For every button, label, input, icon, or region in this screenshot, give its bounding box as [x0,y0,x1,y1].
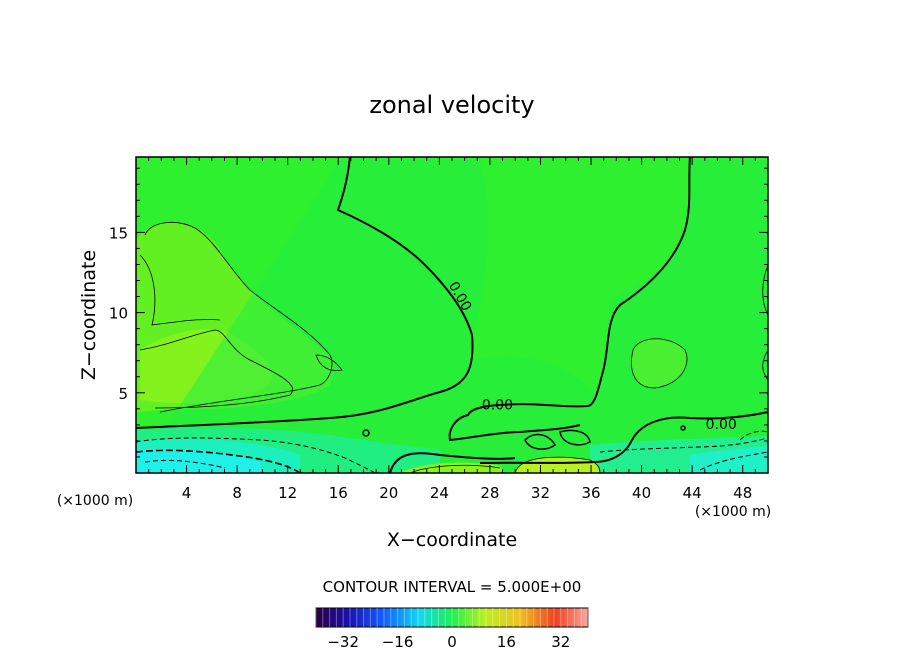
contour-interval-text: CONTOUR INTERVAL = 5.000E+00 [323,578,582,596]
y-axis-label: Z−coordinate [78,250,100,380]
x-tick-label: 48 [733,484,752,502]
x-unit-right: (×1000 m) [695,504,771,520]
chart-title: zonal velocity [369,91,534,119]
x-tick-label: 16 [329,484,348,502]
x-unit-left: (×1000 m) [57,493,133,509]
x-tick-label: 8 [232,484,242,502]
x-tick-label: 4 [182,484,192,502]
contour-label: 0.00 [706,417,737,433]
x-tick-label: 20 [379,484,398,502]
colorbar-tick-label: −16 [382,633,414,651]
colorbar-tick-label: 16 [497,633,516,651]
colorbar-tick-label: 0 [447,633,457,651]
x-tick-label: 28 [480,484,499,502]
x-axis-label: X−coordinate [387,529,517,551]
y-tick-label: 5 [118,385,128,403]
colorbar-tick-label: −32 [327,633,359,651]
x-tick-label: 32 [531,484,550,502]
contour-label: 0.00 [482,398,513,414]
x-tick-label: 12 [278,484,297,502]
colorbar: −32 −16 0 16 32 [315,607,589,651]
y-tick-label: 10 [109,305,128,323]
x-tick-label: 40 [632,484,651,502]
x-axis-ticks: 4 8 12 16 20 24 28 32 36 40 44 48 [148,157,756,502]
x-tick-label: 44 [683,484,702,502]
colorbar-tick-label: 32 [551,633,570,651]
y-axis-ticks: 5 10 15 [109,167,768,458]
x-tick-label: 24 [430,484,449,502]
velocity-field [136,157,768,473]
y-tick-label: 15 [109,224,128,242]
x-tick-label: 36 [581,484,600,502]
